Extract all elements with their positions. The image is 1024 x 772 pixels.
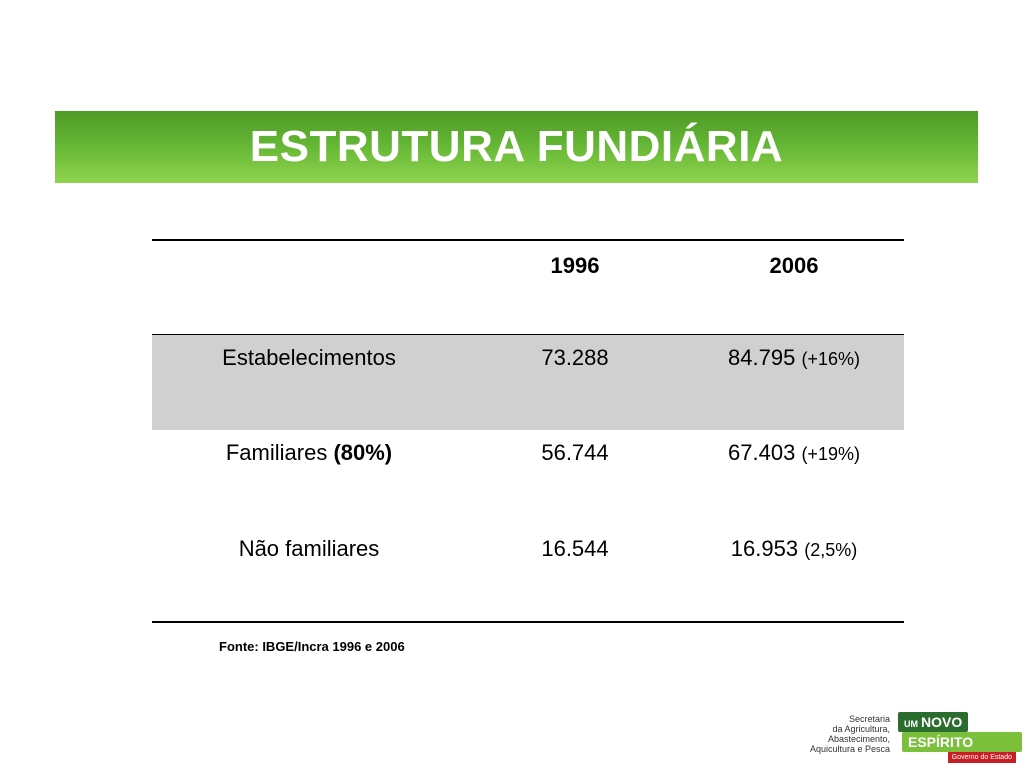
value-2006: 67.403 (+19%) [728, 440, 860, 465]
secretaria-text: Secretaria da Agricultura, Abastecimento… [809, 714, 890, 754]
table-row: Não familiares 16.544 16.953 (2,5%) [152, 526, 904, 623]
row-label: Estabelecimentos [152, 334, 466, 430]
espirito-santo-badge: UM NOVO ESPÍRITO SANTO Governo do Estado [898, 712, 1022, 770]
value-1996: 56.744 [541, 440, 609, 465]
change-percent: (+16%) [801, 348, 860, 369]
government-logo: Secretaria da Agricultura, Abastecimento… [790, 712, 1022, 770]
table-header-row: 1996 2006 [152, 239, 904, 335]
badge-middle: ESPÍRITO SANTO [902, 732, 1022, 770]
table-row: Familiares (80%) 56.744 67.403 (+19%) [152, 430, 904, 526]
change-percent: (2,5%) [804, 540, 858, 560]
land-structure-table: 1996 2006 Estabelecimentos 73.288 84.795… [152, 239, 904, 623]
badge-bottom: Governo do Estado [947, 752, 1016, 763]
value-2006: 84.795 (+16%) [684, 334, 904, 430]
value-2006: 16.953 (2,5%) [684, 526, 904, 623]
row-label: Não familiares [152, 526, 466, 623]
table-row: Estabelecimentos 73.288 84.795 (+16%) [152, 334, 904, 430]
badge-top: UM NOVO [898, 712, 969, 732]
header-cell-2006: 2006 [684, 239, 904, 335]
row-label: Familiares (80%) [225, 440, 393, 465]
title-banner: ESTRUTURA FUNDIÁRIA [55, 111, 978, 183]
header-cell-empty [152, 239, 466, 335]
header-cell-1996: 1996 [466, 239, 684, 335]
change-percent: (+19%) [801, 444, 860, 464]
value-1996: 16.544 [466, 526, 684, 623]
source-note: Fonte: IBGE/Incra 1996 e 2006 [219, 639, 405, 654]
share-percent: (80%) [333, 440, 393, 465]
slide-title: ESTRUTURA FUNDIÁRIA [249, 122, 784, 171]
value-1996: 73.288 [466, 334, 684, 430]
